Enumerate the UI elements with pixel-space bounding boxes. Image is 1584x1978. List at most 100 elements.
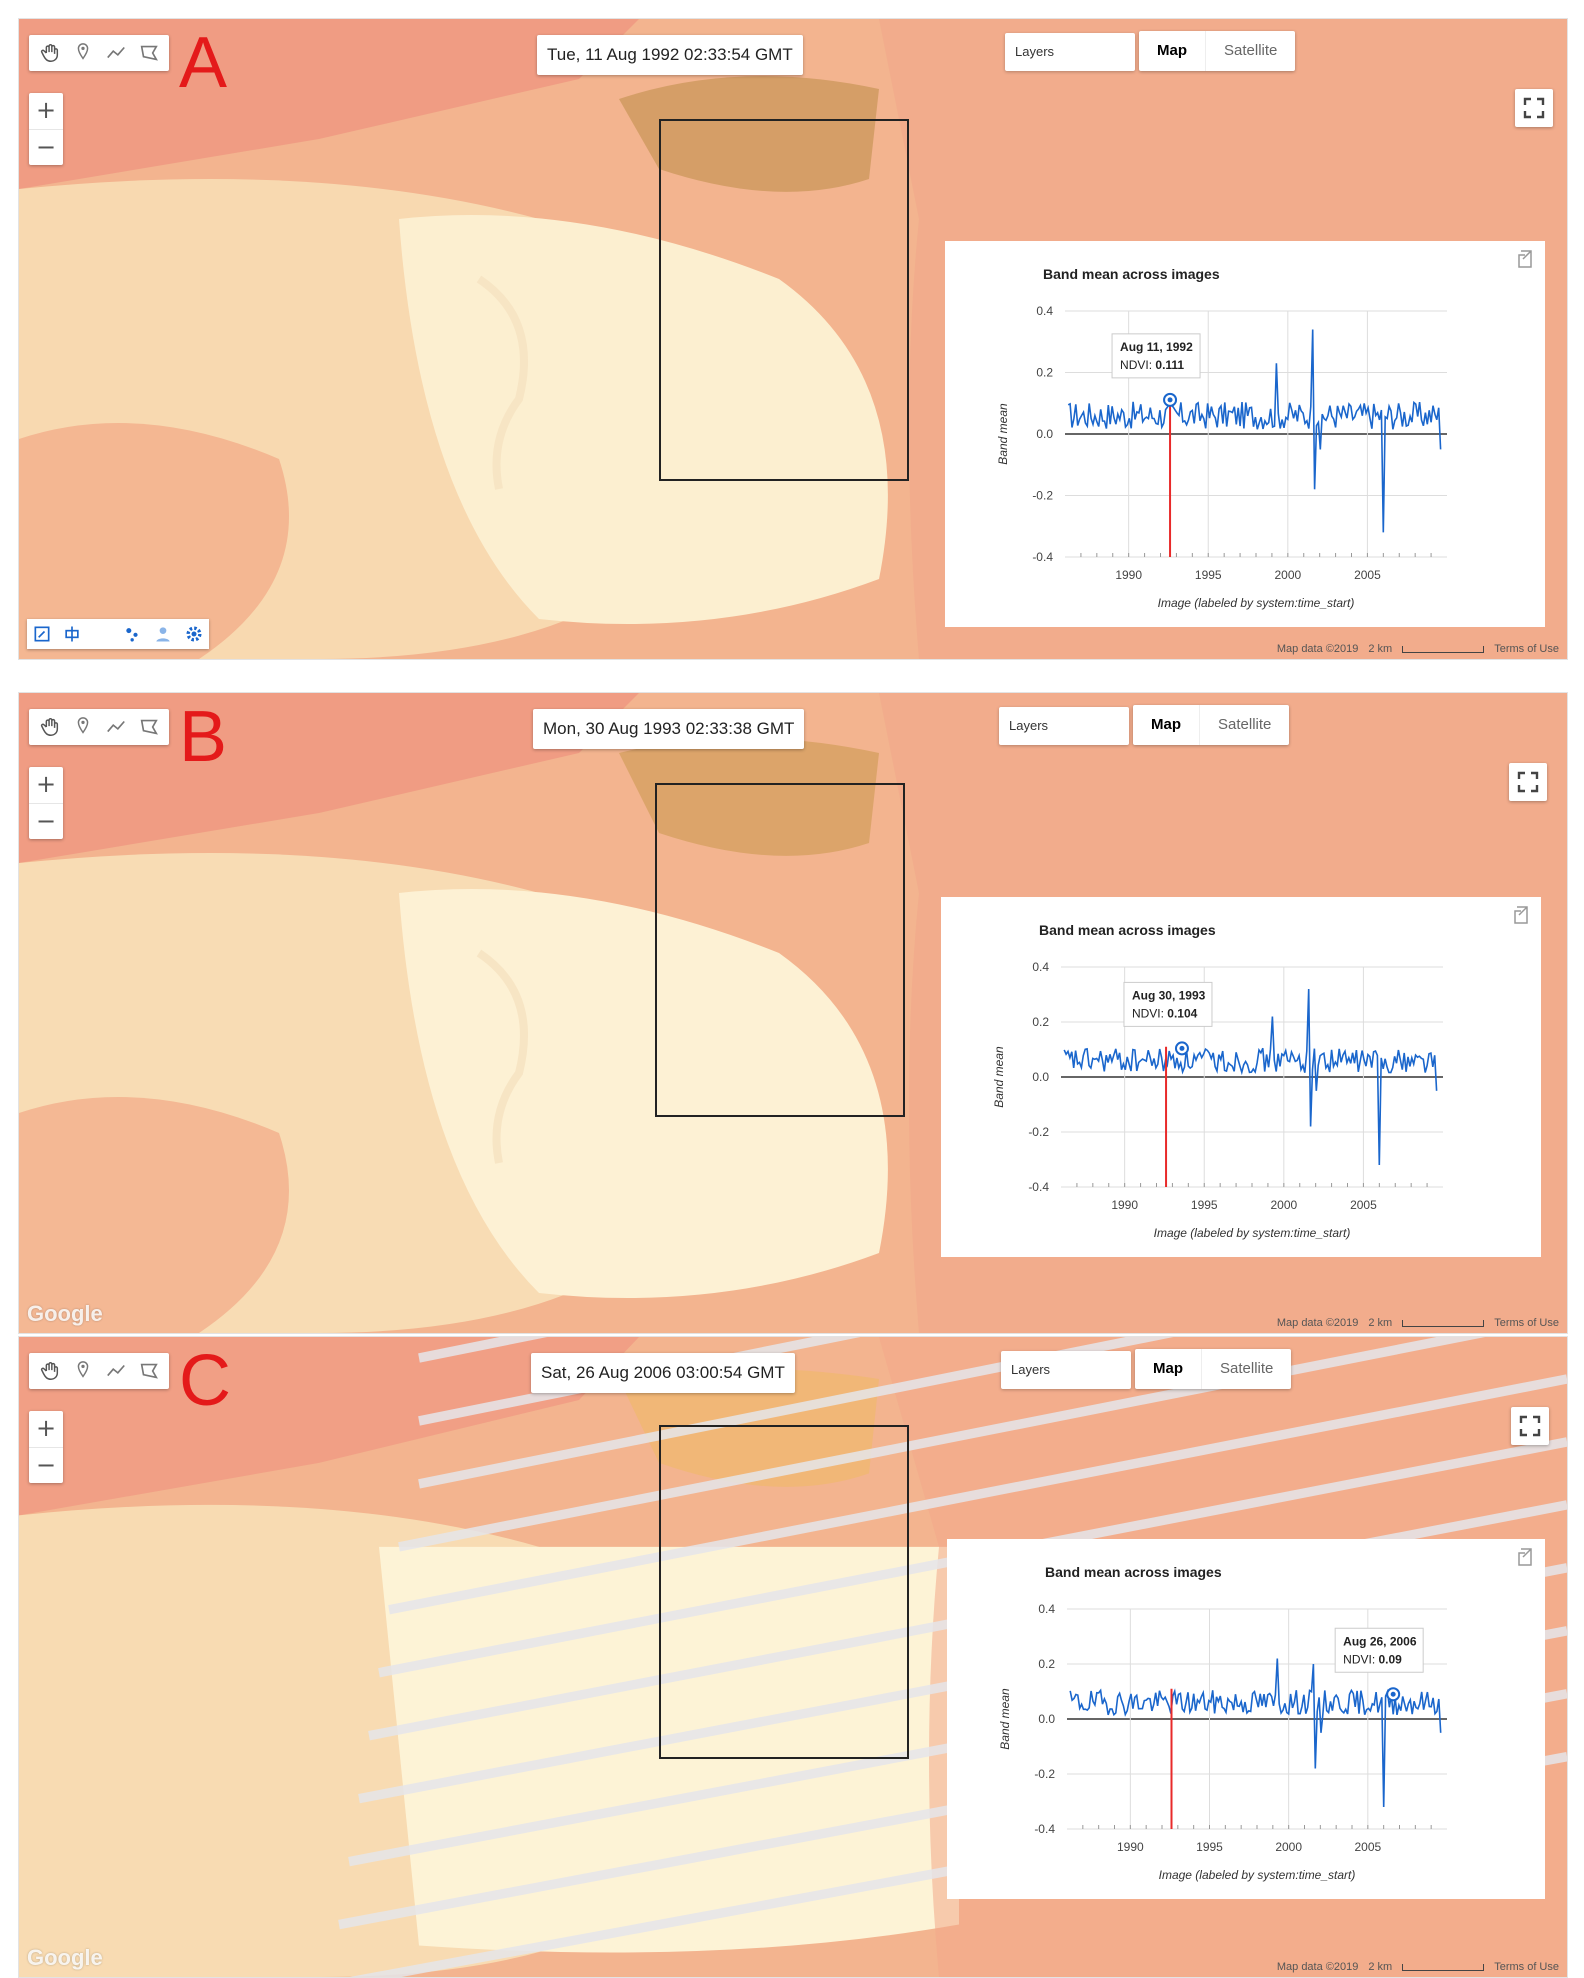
x-axis-label: Image (labeled by system:time_start)	[1158, 596, 1355, 610]
x-tick-label: 2005	[1354, 1840, 1381, 1854]
map-type-satellite-button[interactable]: Satellite	[1205, 31, 1295, 71]
tooltip-box	[1111, 333, 1201, 379]
tooltip-date: Aug 26, 2006	[1343, 1634, 1417, 1648]
chart-title: Band mean across images	[1045, 1564, 1222, 1580]
zoom-out-button[interactable]: −	[29, 803, 63, 840]
drawing-toolbar	[29, 1353, 169, 1389]
marker-pin-icon[interactable]	[72, 716, 94, 738]
x-tick-label: 2005	[1350, 1198, 1377, 1212]
google-logo: Google	[27, 1945, 103, 1970]
pan-hand-icon[interactable]	[39, 1360, 61, 1382]
tooltip-value: NDVI: 0.104	[1132, 1006, 1198, 1020]
drawing-toolbar	[29, 709, 169, 745]
edit-geometry-icon[interactable]	[32, 624, 52, 644]
map-type-satellite-button[interactable]: Satellite	[1199, 705, 1289, 745]
map-data-attribution: Map data ©2019	[1276, 1317, 1359, 1329]
tooltip-value: NDVI: 0.09	[1343, 1652, 1402, 1666]
y-tick-label: -0.4	[1034, 1822, 1055, 1836]
y-tick-label: -0.2	[1032, 489, 1053, 503]
y-tick-label: 0.2	[1038, 1657, 1055, 1671]
expand-icon-shape	[1518, 1548, 1532, 1566]
layers-button[interactable]: Layers	[999, 707, 1129, 745]
zoom-out-button[interactable]: −	[29, 1447, 63, 1484]
fullscreen-icon	[1519, 1415, 1541, 1437]
map-footer: Map data ©2019 2 km Terms of Use	[1277, 643, 1559, 655]
draw-polygon-icon[interactable]	[138, 42, 160, 64]
draw-polygon-icon[interactable]	[138, 716, 160, 738]
x-axis-label: Image (labeled by system:time_start)	[1154, 1226, 1351, 1240]
settings-gear-icon[interactable]	[184, 624, 204, 644]
y-tick-label: -0.2	[1028, 1125, 1049, 1139]
region-of-interest-rect[interactable]	[655, 783, 905, 1117]
zoom-in-button[interactable]: +	[35, 770, 57, 798]
zoom-control: + −	[29, 767, 63, 839]
draw-line-icon[interactable]	[105, 716, 127, 738]
satellite-imagery[interactable]	[19, 19, 1567, 659]
map-panel-b[interactable]: + − B Mon, 30 Aug 1993 02:33:38 GMT Laye…	[18, 692, 1568, 1334]
fullscreen-icon	[1523, 97, 1545, 119]
terms-of-use-link[interactable]: Terms of Use	[1494, 643, 1559, 655]
map-type-control: Map Satellite	[1139, 31, 1296, 71]
user-icon[interactable]	[153, 624, 173, 644]
zoom-control: + −	[29, 93, 63, 165]
marker-pin-icon[interactable]	[72, 42, 94, 64]
fullscreen-button[interactable]	[1509, 763, 1547, 801]
y-tick-label: 0.0	[1032, 1070, 1049, 1084]
image-timestamp: Tue, 11 Aug 1992 02:33:54 GMT	[537, 35, 803, 75]
center-map-icon[interactable]	[62, 624, 82, 644]
x-tick-label: 2000	[1270, 1198, 1297, 1212]
layers-button[interactable]: Layers	[1005, 33, 1135, 71]
x-tick-label: 2000	[1275, 1840, 1302, 1854]
scatter-points-icon[interactable]	[123, 624, 143, 644]
fullscreen-button[interactable]	[1515, 89, 1553, 127]
pan-hand-icon[interactable]	[39, 42, 61, 64]
draw-line-icon[interactable]	[105, 42, 127, 64]
map-panel-c[interactable]: + − C Sat, 26 Aug 2006 03:00:54 GMT Laye…	[18, 1336, 1568, 1978]
y-tick-label: 0.2	[1032, 1015, 1049, 1029]
map-type-map-button[interactable]: Map	[1153, 1360, 1183, 1377]
highlight-point-center	[1179, 1045, 1185, 1051]
panel-letter: C	[179, 1341, 231, 1421]
map-type-map-button[interactable]: Map	[1157, 42, 1187, 59]
night-mode-icon[interactable]	[93, 624, 113, 644]
marker-pin-icon[interactable]	[72, 1360, 94, 1382]
zoom-in-button[interactable]: +	[35, 96, 57, 124]
scale-bar	[1402, 1319, 1485, 1327]
draw-polygon-icon[interactable]	[138, 1360, 160, 1382]
y-tick-label: -0.4	[1032, 550, 1053, 564]
panel-letter: B	[179, 697, 228, 777]
scale-bar	[1402, 645, 1485, 653]
y-tick-label: -0.4	[1028, 1180, 1049, 1194]
zoom-in-button[interactable]: +	[35, 1414, 57, 1442]
ndvi-time-series-chart[interactable]: Band mean across images 0.4 0.2 0.0 -0.2 -0.4…	[945, 241, 1545, 627]
layers-button[interactable]: Layers	[1001, 1351, 1131, 1389]
tooltip-date: Aug 11, 1992	[1120, 340, 1193, 354]
map-type-control: Map Satellite	[1133, 705, 1290, 745]
y-tick-label: 0.0	[1036, 427, 1053, 441]
expand-icon	[1518, 250, 1532, 268]
fullscreen-icon	[1517, 771, 1539, 793]
ndvi-time-series-chart[interactable]: Band mean across images 0.4 0.2 0.0 -0.2 -0.4…	[941, 897, 1541, 1257]
tooltip-value-number: 0.09	[1379, 1652, 1403, 1666]
map-footer: Map data ©2019 2 km Terms of Use	[1277, 1961, 1559, 1973]
terms-of-use-link[interactable]: Terms of Use	[1494, 1317, 1559, 1329]
map-type-control: Map Satellite	[1135, 1349, 1292, 1389]
map-type-map-button[interactable]: Map	[1151, 716, 1181, 733]
region-of-interest-rect[interactable]	[659, 119, 909, 481]
zoom-out-button[interactable]: −	[29, 129, 63, 166]
map-type-satellite-button[interactable]: Satellite	[1201, 1349, 1291, 1389]
map-panel-a[interactable]: + − A Tue, 11 Aug 1992 02:33:54 GMT Laye…	[18, 18, 1568, 660]
fullscreen-button[interactable]	[1511, 1407, 1549, 1445]
y-tick-label: 0.2	[1036, 366, 1053, 380]
panel-letter: A	[179, 23, 228, 103]
ndvi-time-series-chart[interactable]: Band mean across images 0.4 0.2 0.0 -0.2 -0.4…	[947, 1539, 1545, 1899]
expand-icon-shape	[1514, 906, 1528, 924]
pan-hand-icon[interactable]	[39, 716, 61, 738]
x-tick-label: 2000	[1274, 568, 1301, 582]
expand-icon	[1518, 1548, 1532, 1566]
region-of-interest-rect[interactable]	[659, 1425, 909, 1759]
draw-line-icon[interactable]	[105, 1360, 127, 1382]
x-tick-label: 1995	[1195, 568, 1222, 582]
terms-of-use-link[interactable]: Terms of Use	[1494, 1961, 1559, 1973]
tooltip-date: Aug 30, 1993	[1132, 988, 1206, 1002]
